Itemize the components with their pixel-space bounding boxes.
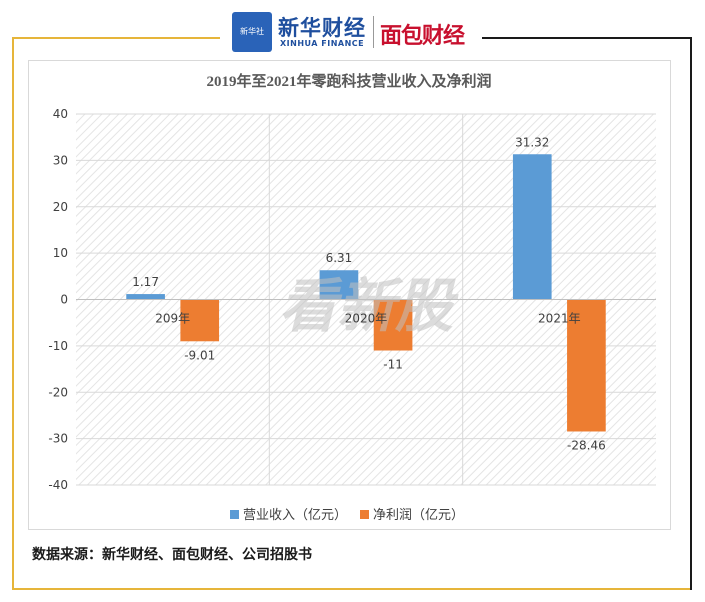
y-tick-label: 30 (53, 153, 68, 167)
header-separator (373, 16, 374, 48)
bar-revenue (512, 154, 552, 300)
chart: 2019年至2021年零跑科技营业收入及净利润 40 30 20 10 0 -10 -20 -… (28, 60, 671, 530)
x-tick-label: 2020年 (345, 312, 388, 326)
legend: 营业收入（亿元） 净利润（亿元） (230, 508, 464, 523)
data-label: -9.01 (184, 348, 215, 362)
y-tick-label: 40 (53, 107, 68, 121)
frame-bottom (12, 588, 692, 590)
xinhua-badge-icon: 新华社 (232, 12, 272, 52)
y-tick-label: 10 (53, 246, 68, 260)
x-tick-label: 2021年 (538, 312, 581, 326)
frame-top-right (482, 37, 692, 39)
y-tick-label: -10 (48, 339, 68, 353)
bar-profit (567, 299, 606, 432)
y-tick-label: 0 (60, 293, 68, 307)
bar-revenue (319, 270, 359, 300)
legend-label-revenue: 营业收入（亿元） (243, 508, 347, 523)
chart-title: 2019年至2021年零跑科技营业收入及净利润 (206, 72, 491, 90)
x-tick-label: 209年 (155, 312, 190, 326)
bars: 1.17 6.31 31.32 -9.01 -11 -28.46 (126, 135, 606, 452)
data-label: -11 (383, 358, 403, 372)
data-label: -28.46 (567, 438, 606, 452)
x-axis: 209年 2020年 2021年 (76, 299, 656, 326)
frame-left (12, 37, 14, 590)
y-tick-label: 20 (53, 200, 68, 214)
bar-profit (180, 299, 220, 342)
data-label: 1.17 (132, 275, 159, 289)
y-tick-label: -40 (48, 478, 68, 492)
y-tick-label: -20 (48, 385, 68, 399)
mianbao-logo: 面包财经 (380, 24, 465, 49)
y-axis: 40 30 20 10 0 -10 -20 -30 -40 (48, 107, 68, 492)
frame-top-left (12, 37, 220, 39)
data-label: 6.31 (326, 251, 353, 265)
bar-profit (373, 299, 413, 351)
frame-right (690, 37, 692, 590)
watermark: 看新股 (279, 272, 459, 340)
gridlines (76, 113, 656, 486)
legend-swatch-profit (360, 510, 369, 519)
legend-swatch-revenue (230, 510, 239, 519)
data-label: 31.32 (515, 135, 549, 149)
y-tick-label: -30 (48, 432, 68, 446)
xinhua-finance-en: XINHUA FINANCE (280, 39, 365, 48)
source-note: 数据来源：新华财经、面包财经、公司招股书 (32, 547, 312, 563)
xinhua-finance-logo: 新华财经 (278, 15, 366, 40)
bar-revenue (126, 294, 165, 300)
legend-label-profit: 净利润（亿元） (373, 508, 464, 523)
header-logos: 新华社 新华财经 XINHUA FINANCE 面包财经 (222, 10, 480, 54)
